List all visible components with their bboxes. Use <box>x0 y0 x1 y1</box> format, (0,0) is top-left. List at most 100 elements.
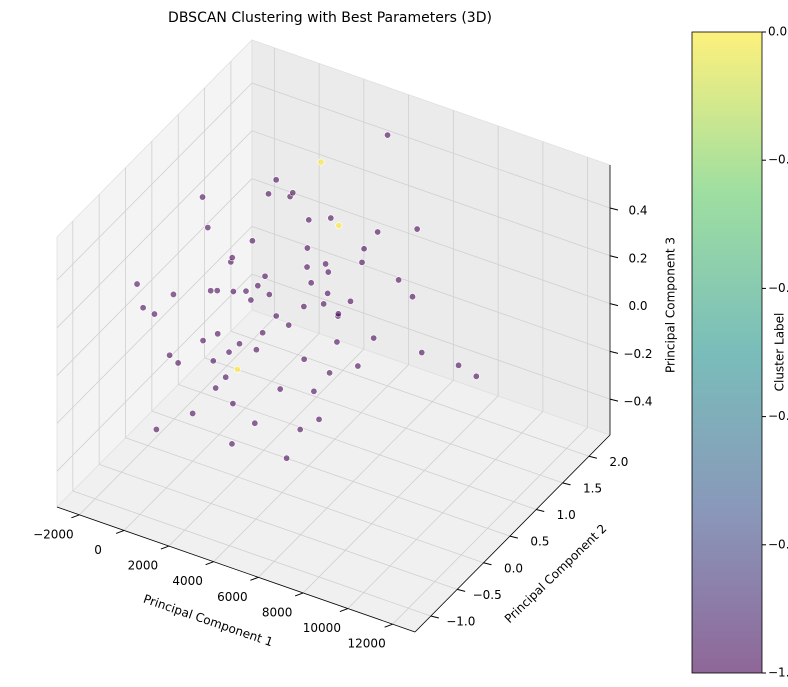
tick-mark <box>609 350 619 354</box>
data-point <box>283 454 291 462</box>
tick-mark <box>536 509 545 513</box>
data-point <box>204 224 212 232</box>
z-tick-label: 0.2 <box>628 251 647 265</box>
grid-line <box>230 330 590 457</box>
grid-line <box>204 357 563 484</box>
grid-line <box>302 395 499 594</box>
data-point <box>324 289 332 297</box>
data-point <box>139 304 147 312</box>
y-tick-label: 1.0 <box>557 508 576 522</box>
data-point <box>166 351 174 359</box>
z-tick-label: 0.4 <box>628 204 647 218</box>
tick-mark <box>609 255 619 259</box>
grid-line <box>151 410 510 537</box>
data-point <box>326 369 334 377</box>
tick-mark <box>430 615 439 619</box>
tick-mark <box>457 588 466 592</box>
x-tick-label: 10000 <box>303 621 341 635</box>
y-tick-label: 0.5 <box>530 535 549 549</box>
tick-mark <box>115 529 125 534</box>
grid-line <box>251 225 611 352</box>
grid-line <box>79 317 275 516</box>
grid-line <box>99 464 458 590</box>
data-point <box>265 290 273 298</box>
z-tick-label: −0.2 <box>623 347 652 361</box>
y-axis-line <box>414 434 611 633</box>
data-point <box>152 425 160 433</box>
tick-mark <box>609 303 619 307</box>
tick-mark <box>609 398 619 402</box>
data-point <box>395 276 403 284</box>
grid-line <box>347 411 544 609</box>
data-point <box>251 419 259 427</box>
data-point <box>418 349 426 357</box>
grid-line <box>56 178 253 376</box>
x-axis-label: Principal Component 1 <box>142 592 275 650</box>
data-point <box>272 312 280 320</box>
data-point <box>150 310 158 318</box>
data-point <box>259 329 267 337</box>
y-tick-label: 2.0 <box>609 455 628 469</box>
tick-mark <box>71 514 80 519</box>
x-tick-label: 12000 <box>348 637 386 651</box>
data-point <box>199 193 207 201</box>
data-point <box>307 279 315 287</box>
x-axis-line <box>56 506 416 633</box>
x-tick-label: 0 <box>94 543 102 557</box>
grid-line <box>213 364 409 562</box>
colorbar-tick-label: −0.6 <box>768 409 788 423</box>
tick-mark <box>160 545 170 550</box>
grid-line <box>178 384 537 510</box>
data-point <box>229 400 237 408</box>
grid-line <box>251 82 611 209</box>
data-point <box>289 189 297 197</box>
tick-mark <box>509 535 518 539</box>
data-point <box>333 338 341 346</box>
data-point <box>315 415 323 423</box>
data-point <box>300 303 308 311</box>
data-point <box>374 228 382 236</box>
data-point <box>199 337 207 345</box>
data-point <box>303 244 311 252</box>
tick-mark <box>384 623 393 628</box>
z-tick-label: 0.0 <box>628 299 647 313</box>
data-point <box>317 158 325 166</box>
colorbar <box>691 31 763 674</box>
data-point <box>322 260 330 268</box>
data-point <box>296 425 304 433</box>
data-point <box>174 359 182 367</box>
x-tick-label: 8000 <box>262 605 293 619</box>
data-point <box>133 280 141 288</box>
data-point <box>225 348 233 356</box>
data-point <box>472 372 480 380</box>
data-point <box>248 237 256 245</box>
data-point <box>261 272 269 280</box>
tick-mark <box>294 592 304 597</box>
data-point <box>189 409 197 417</box>
data-point <box>327 214 335 222</box>
tick-mark <box>250 576 259 581</box>
data-point <box>229 287 237 295</box>
chart-title: DBSCAN Clustering with Best Parameters (… <box>168 10 492 26</box>
data-point <box>207 287 215 295</box>
data-point <box>233 365 241 373</box>
colorbar-tick-label: −1.0 <box>768 666 788 680</box>
data-point <box>305 216 313 224</box>
data-point <box>303 263 311 271</box>
tick-mark <box>609 207 619 211</box>
grid-line <box>168 348 365 547</box>
data-point <box>310 387 318 395</box>
data-point <box>235 340 243 348</box>
y-tick-label: −0.5 <box>473 588 502 602</box>
grid-line <box>392 426 588 625</box>
y-tick-label: 1.5 <box>583 481 602 495</box>
data-point <box>324 268 332 276</box>
data-point <box>413 225 421 233</box>
data-point <box>360 245 368 253</box>
colorbar-label: Cluster Label <box>773 313 787 392</box>
colorbar-tick-label: −0.2 <box>768 153 788 167</box>
data-point <box>222 373 230 381</box>
data-point <box>409 293 417 301</box>
data-point <box>300 355 308 363</box>
